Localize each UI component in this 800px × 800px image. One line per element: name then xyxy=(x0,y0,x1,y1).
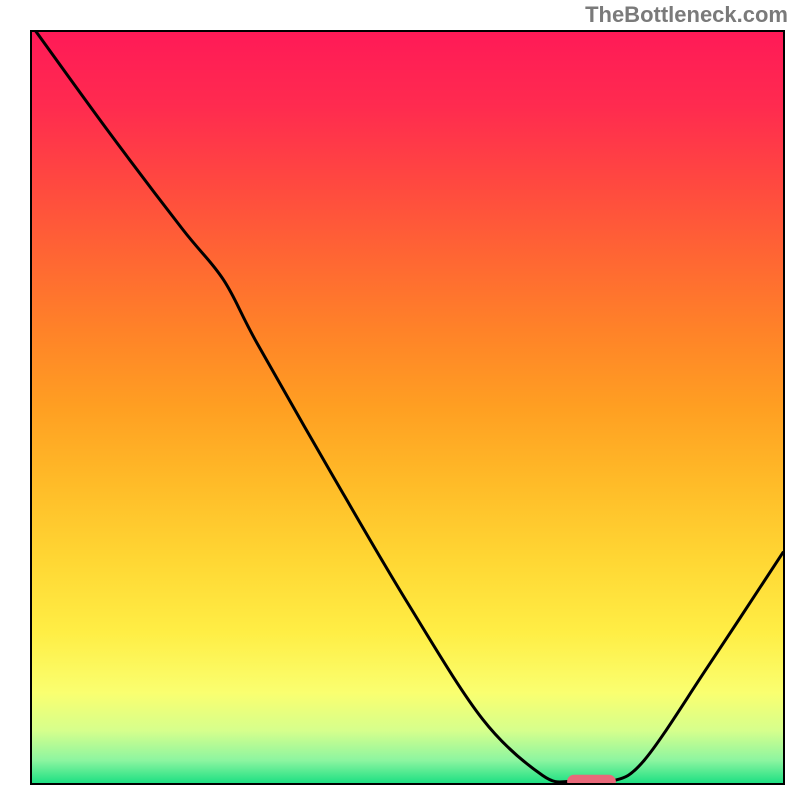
chart-svg xyxy=(30,30,785,785)
watermark-text: TheBottleneck.com xyxy=(585,2,788,28)
gradient-background xyxy=(32,32,783,783)
chart-container: TheBottleneck.com xyxy=(0,0,800,800)
plot-area xyxy=(30,30,785,785)
